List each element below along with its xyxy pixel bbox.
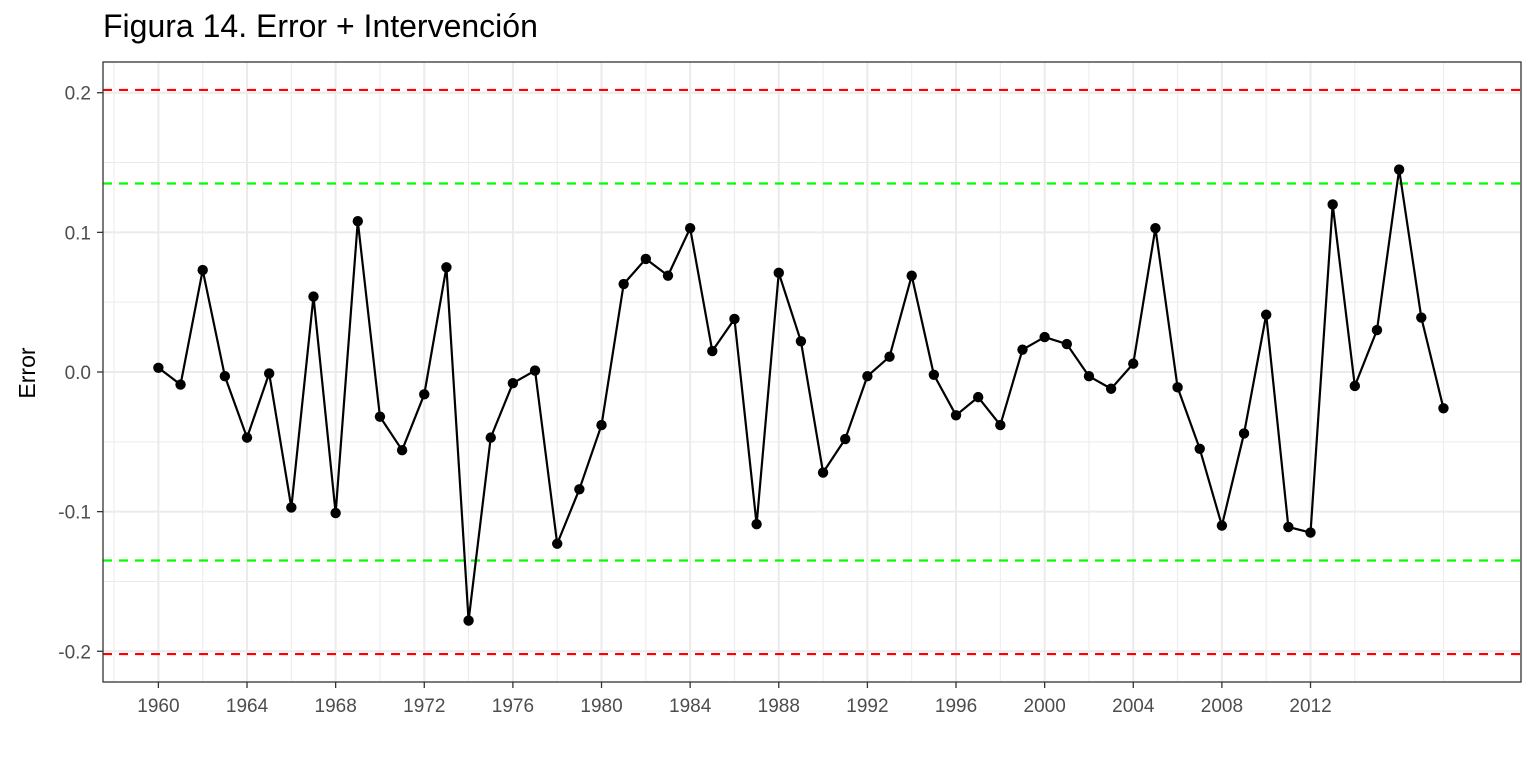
data-point [463,615,474,626]
data-point [1283,521,1294,533]
data-point [1083,370,1095,382]
x-tick-label: 1964 [226,696,269,717]
data-point [529,365,541,376]
data-point [795,336,807,347]
data-point [773,267,784,279]
data-point [1238,428,1250,439]
data-point [707,345,718,357]
data-point [552,538,563,549]
data-point [419,389,430,400]
x-tick-label: 1988 [758,696,800,717]
x-tick-label: 1984 [669,696,712,717]
y-tick-label: -0.2 [58,642,91,663]
data-point [1349,380,1361,392]
data-point [862,370,873,382]
data-point [1172,382,1183,393]
x-tick-label: 2000 [1024,696,1066,717]
data-point [1216,520,1228,531]
data-point [1039,331,1050,343]
y-tick-label: -0.1 [58,503,91,524]
data-point [1416,312,1427,323]
data-point [1150,222,1161,234]
data-point [352,215,363,227]
data-point [928,369,940,380]
x-tick-label: 1968 [315,696,357,717]
grid [103,62,1521,682]
data-point [596,419,607,431]
data-point [995,419,1006,431]
data-point [1371,324,1383,336]
data-point [1305,527,1316,538]
data-point [972,391,984,403]
data-point [1105,383,1117,394]
data-point [441,262,452,273]
data-point [1261,309,1272,320]
data-point [1194,443,1205,455]
x-tick-label: 1976 [492,696,534,717]
data-point [153,362,164,374]
data-point [241,432,253,443]
data-point [175,379,186,390]
data-point [574,484,585,495]
data-point [197,264,208,276]
data-point [485,432,496,443]
data-point [1017,344,1028,355]
data-point [662,270,674,281]
data-point [884,351,895,362]
data-point [1061,338,1072,350]
reference-lines [103,88,1521,656]
data-point [729,313,740,325]
data-point [817,467,829,478]
chart-title: Figura 14. Error + Intervención [103,8,538,44]
data-point [374,411,386,422]
data-point [684,222,696,234]
data-point [1327,199,1338,210]
x-tick-label: 1992 [846,696,888,717]
y-tick-label: 0.1 [65,223,91,244]
y-tick-label: 0.0 [65,363,91,384]
data-point [1128,358,1139,369]
data-point [950,410,962,421]
data-point [1393,164,1405,175]
y-tick-label: 0.2 [65,84,91,105]
data-point [308,291,319,302]
data-point [840,433,851,445]
data-point [507,377,519,389]
data-point [396,444,408,456]
data-point [751,519,762,530]
data-point [906,270,917,281]
data-point [330,507,341,519]
data-point [1438,403,1449,414]
data-point [286,502,297,513]
y-axis-title: Error [14,347,40,398]
x-tick-label: 1960 [137,696,179,717]
axes: 1960 1964 1968 1972 1976 1980 1984 1988 1992 1996… [58,84,1331,717]
error-points [153,164,1449,626]
x-tick-label: 1996 [935,696,977,717]
x-tick-label: 2004 [1112,696,1155,717]
data-point [263,368,275,379]
data-point [618,278,629,290]
x-tick-label: 1972 [403,696,445,717]
x-tick-label: 2008 [1201,696,1243,717]
x-tick-label: 1980 [580,696,622,717]
data-point [219,370,231,382]
x-tick-label: 2012 [1289,696,1331,717]
data-point [640,253,652,265]
